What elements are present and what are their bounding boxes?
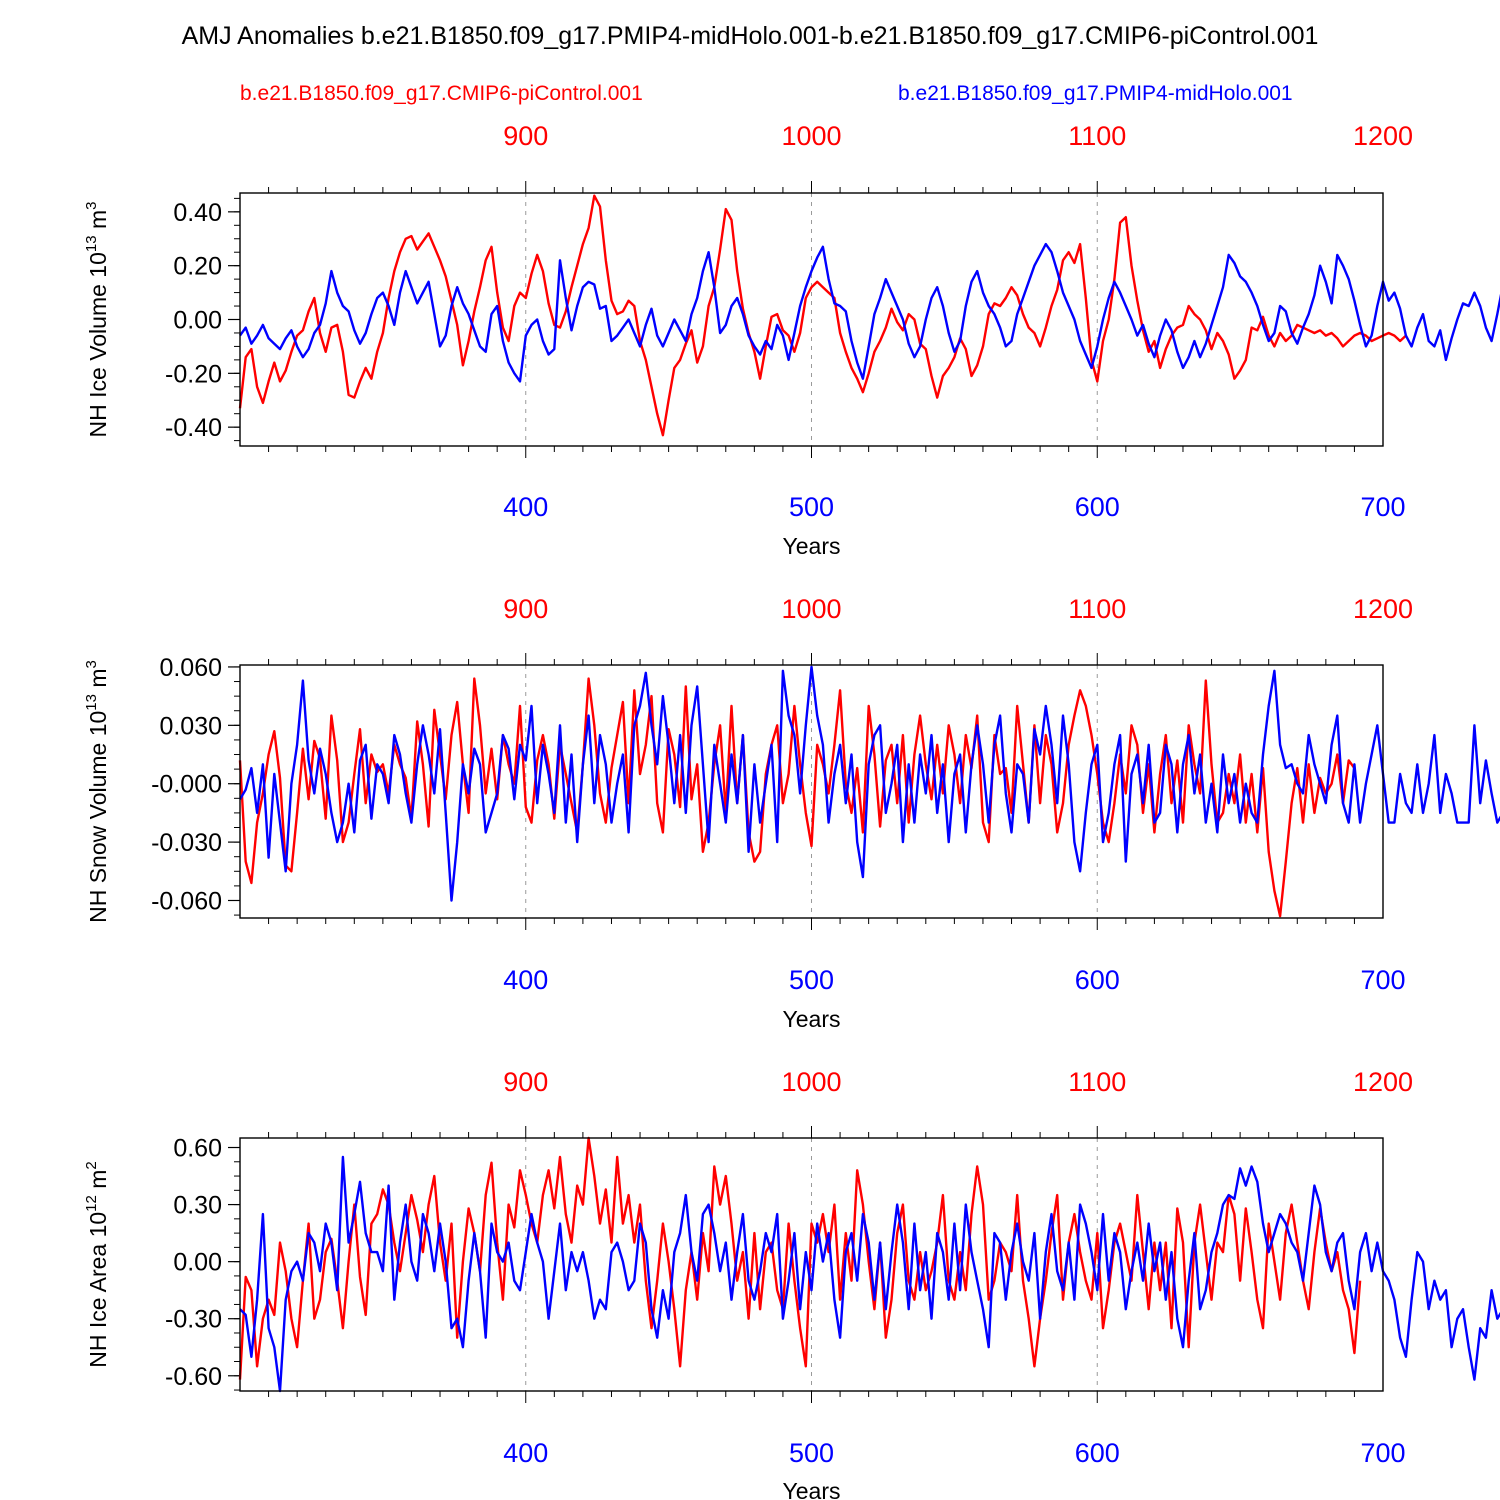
y-tick-label: 0.030 — [159, 712, 222, 740]
y-tick-label: -0.20 — [165, 360, 222, 388]
y-axis-title-main: NH Ice Area 10 — [85, 1212, 111, 1368]
y-tick-label: 0.00 — [173, 1249, 222, 1277]
x-tick-label-bottom: 600 — [1075, 1438, 1120, 1468]
y-axis-title-exponent: 13 — [83, 694, 100, 711]
y-axis-title-exponent: 13 — [83, 235, 100, 252]
x-tick-label-top: 1200 — [1353, 1067, 1413, 1097]
x-tick-label-top: 1000 — [781, 594, 841, 624]
series-line-red — [238, 194, 1407, 437]
y-axis-title-unit-exponent: 3 — [83, 202, 100, 210]
plot-frame — [239, 1137, 1384, 1392]
x-tick-label-top: 1100 — [1068, 594, 1126, 624]
series-line-red — [238, 677, 1356, 918]
x-tick-label-bottom: 500 — [789, 965, 834, 995]
y-axis-title: NH Snow Volume 1013 m3 — [83, 660, 111, 923]
x-tick-label-bottom: 400 — [503, 1438, 548, 1468]
x-tick-label-bottom: 700 — [1360, 1438, 1405, 1468]
y-axis-title: NH Ice Volume 1013 m3 — [83, 202, 111, 438]
y-axis-title-unit-exponent: 3 — [83, 660, 100, 668]
x-tick-label-top: 1100 — [1068, 1067, 1126, 1097]
y-axis-title-main: NH Ice Volume 10 — [85, 252, 111, 437]
x-tick-label-bottom: 600 — [1075, 965, 1120, 995]
x-tick-label-top: 900 — [503, 1067, 548, 1097]
legend-label-picontrol: b.e21.B1850.f09_g17.CMIP6-piControl.001 — [240, 82, 643, 105]
x-axis-title: Years — [783, 1478, 841, 1500]
x-tick-label-bottom: 400 — [503, 965, 548, 995]
plot-frame — [239, 664, 1384, 919]
x-tick-label-top: 900 — [503, 121, 548, 151]
y-tick-label: 0.60 — [173, 1135, 222, 1163]
y-axis-title-unit: m — [85, 668, 111, 694]
y-tick-label: -0.60 — [165, 1363, 222, 1391]
x-tick-label-top: 900 — [503, 594, 548, 624]
x-tick-label-bottom: 500 — [789, 492, 834, 522]
x-tick-label-top: 1000 — [781, 121, 841, 151]
y-tick-label: -0.060 — [151, 887, 222, 915]
x-tick-label-top: 1100 — [1068, 121, 1126, 151]
series-line-blue — [239, 1155, 1500, 1393]
y-tick-label: -0.30 — [165, 1306, 222, 1334]
series-line-blue — [239, 242, 1500, 383]
y-tick-label: 0.30 — [173, 1192, 222, 1220]
y-tick-label: 0.060 — [159, 654, 222, 682]
y-axis-title-unit: m — [85, 1170, 111, 1196]
chart-title: AMJ Anomalies b.e21.B1850.f09_g17.PMIP4-… — [181, 22, 1319, 50]
y-axis-title-unit: m — [85, 210, 111, 236]
chart-panel-3: -0.60 -0.30 0.00 0.30 0.60 400 500 600 700 900 100… — [83, 1067, 1500, 1500]
x-tick-label-bottom: 600 — [1075, 492, 1120, 522]
y-axis-title-exponent: 12 — [83, 1195, 100, 1212]
series-line-red — [238, 1136, 1362, 1380]
y-tick-label: -0.000 — [151, 771, 222, 799]
y-axis-title: NH Ice Area 1012 m2 — [83, 1161, 111, 1368]
x-tick-label-top: 1000 — [781, 1067, 841, 1097]
x-tick-label-bottom: 400 — [503, 492, 548, 522]
y-tick-label: -0.40 — [165, 414, 222, 442]
x-axis-title: Years — [783, 1006, 841, 1032]
y-axis-title-main: NH Snow Volume 10 — [85, 711, 111, 923]
x-tick-label-top: 1200 — [1353, 594, 1413, 624]
y-tick-label: 0.40 — [173, 199, 222, 227]
y-tick-label: 0.20 — [173, 253, 222, 281]
plot-frame — [239, 192, 1384, 447]
chart-panel-2: -0.060 -0.030 -0.000 0.030 0.060 400 500 600 700… — [83, 594, 1500, 1032]
x-tick-label-bottom: 500 — [789, 1438, 834, 1468]
x-tick-label-bottom: 700 — [1360, 965, 1405, 995]
y-axis-title-unit-exponent: 2 — [83, 1161, 100, 1169]
series-line-blue — [238, 665, 1500, 902]
legend-label-midholo: b.e21.B1850.f09_g17.PMIP4-midHolo.001 — [898, 82, 1293, 105]
x-tick-label-top: 1200 — [1353, 121, 1413, 151]
chart-panel-1: -0.40 -0.20 0.00 0.20 0.40 400 500 600 700 900 100… — [83, 121, 1500, 559]
y-tick-label: 0.00 — [173, 307, 222, 335]
y-tick-label: -0.030 — [151, 829, 222, 857]
x-axis-title: Years — [783, 533, 841, 559]
x-tick-label-bottom: 700 — [1360, 492, 1405, 522]
